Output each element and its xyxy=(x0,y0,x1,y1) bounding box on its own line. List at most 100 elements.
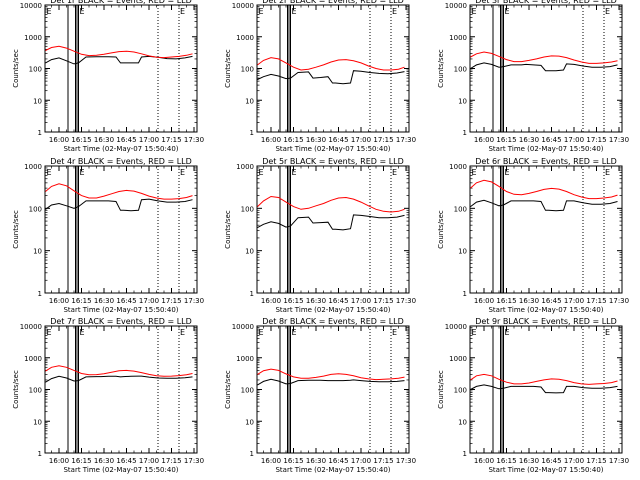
x-tick-label: 17:30 xyxy=(184,457,204,465)
x-tick-label: 17:00 xyxy=(564,297,584,305)
events-series-line xyxy=(470,199,618,212)
y-tick-label: 1000 xyxy=(24,355,42,363)
time-interval-marker xyxy=(279,165,288,294)
event-label: E xyxy=(392,7,397,16)
x-tick-label: 16:45 xyxy=(328,136,348,144)
x-tick-label: 16:45 xyxy=(541,297,561,305)
events-series-line xyxy=(257,70,405,85)
event-label: E xyxy=(505,7,510,16)
time-interval-marker xyxy=(279,4,288,133)
panel-1: Det 1r BLACK = Events, RED = LLD 1 10 100 10… xyxy=(12,0,204,153)
time-interval-marker xyxy=(67,165,76,294)
time-interval-marker xyxy=(279,325,288,454)
event-label: E xyxy=(47,168,52,177)
x-tick-label: 17:00 xyxy=(139,136,159,144)
time-interval-marker xyxy=(501,4,504,133)
y-tick-label: 1 xyxy=(38,129,42,137)
event-label: E xyxy=(259,168,264,177)
event-label: E xyxy=(80,7,85,16)
x-tick-label: 17:15 xyxy=(586,136,606,144)
events-series-line xyxy=(45,375,193,383)
y-tick-label: 1000 xyxy=(449,355,467,363)
time-interval-marker xyxy=(501,165,504,294)
event-label: E xyxy=(392,168,397,177)
lld-series-line xyxy=(45,183,193,200)
x-tick-label: 16:15 xyxy=(496,457,516,465)
y-axis-label: Counts/sec xyxy=(224,49,232,88)
y-tick-label: 10000 xyxy=(445,323,467,331)
panel-title: Det 8r BLACK = Events, RED = LLD xyxy=(262,317,404,326)
events-series-line xyxy=(257,378,405,386)
event-label: E xyxy=(472,168,477,177)
y-tick-label: 10000 xyxy=(445,2,467,10)
lld-series-line xyxy=(470,179,618,200)
event-label: E xyxy=(292,7,297,16)
y-tick-label: 10 xyxy=(458,248,467,256)
x-tick-label: 17:30 xyxy=(396,297,416,305)
y-axis-label: Counts/sec xyxy=(12,210,20,249)
y-tick-label: 1 xyxy=(463,450,467,458)
event-label: E xyxy=(180,328,185,337)
y-tick-label: 1 xyxy=(250,290,254,298)
x-tick-label: 16:45 xyxy=(541,136,561,144)
panel-3: Det 3r BLACK = Events, RED = LLD 1 10 100 10… xyxy=(437,0,629,153)
x-tick-label: 16:30 xyxy=(94,136,114,144)
x-axis-label: Start Time (02-May-07 15:50:40) xyxy=(275,306,390,314)
x-tick-label: 16:30 xyxy=(306,297,326,305)
lld-series-line xyxy=(45,365,193,377)
y-tick-label: 10 xyxy=(245,418,254,426)
time-interval-marker xyxy=(67,325,76,454)
x-tick-label: 17:15 xyxy=(161,297,181,305)
plot-frame xyxy=(44,165,198,294)
x-tick-label: 16:30 xyxy=(94,297,114,305)
y-tick-label: 100 xyxy=(241,205,254,213)
panel-8: Det 8r BLACK = Events, RED = LLD 1 10 100 10… xyxy=(224,317,416,474)
event-label: E xyxy=(472,328,477,337)
y-tick-label: 1000 xyxy=(24,34,42,42)
time-interval-marker xyxy=(501,325,504,454)
y-axis-label: Counts/sec xyxy=(224,210,232,249)
y-axis-label: Counts/sec xyxy=(437,370,445,409)
y-axis-label: Counts/sec xyxy=(12,370,20,409)
x-tick-label: 16:15 xyxy=(283,297,303,305)
x-tick-label: 16:00 xyxy=(474,136,494,144)
time-interval-marker xyxy=(288,165,291,294)
event-label: E xyxy=(47,7,52,16)
y-axis-label: Counts/sec xyxy=(12,49,20,88)
y-tick-label: 1 xyxy=(250,129,254,137)
panel-title: Det 1r BLACK = Events, RED = LLD xyxy=(50,0,192,5)
y-tick-label: 1000 xyxy=(236,34,254,42)
y-axis-label: Counts/sec xyxy=(437,210,445,249)
x-tick-label: 16:15 xyxy=(71,457,91,465)
x-tick-label: 17:00 xyxy=(351,457,371,465)
y-tick-label: 10 xyxy=(245,248,254,256)
lld-series-line xyxy=(470,373,618,385)
event-label: E xyxy=(259,328,264,337)
panel-title: Det 5r BLACK = Events, RED = LLD xyxy=(262,157,404,166)
y-tick-label: 10000 xyxy=(232,323,254,331)
x-tick-label: 17:30 xyxy=(609,457,629,465)
y-tick-label: 100 xyxy=(29,205,42,213)
panel-title: Det 9r BLACK = Events, RED = LLD xyxy=(475,317,617,326)
y-axis-label: Counts/sec xyxy=(224,370,232,409)
x-tick-label: 16:45 xyxy=(116,136,136,144)
x-tick-label: 16:15 xyxy=(283,457,303,465)
time-interval-marker xyxy=(492,4,501,133)
x-tick-label: 16:15 xyxy=(496,297,516,305)
x-tick-label: 16:00 xyxy=(474,457,494,465)
x-tick-label: 16:30 xyxy=(519,297,539,305)
x-tick-label: 16:45 xyxy=(328,457,348,465)
panel-9: Det 9r BLACK = Events, RED = LLD 1 10 100 10… xyxy=(437,317,629,474)
x-tick-label: 16:00 xyxy=(49,136,69,144)
y-tick-label: 1 xyxy=(38,290,42,298)
event-label: E xyxy=(292,168,297,177)
x-tick-label: 16:15 xyxy=(71,136,91,144)
x-tick-label: 17:30 xyxy=(609,297,629,305)
event-label: E xyxy=(392,328,397,337)
events-series-line xyxy=(257,214,405,231)
y-tick-label: 1 xyxy=(463,290,467,298)
y-tick-label: 1 xyxy=(463,129,467,137)
lld-series-line xyxy=(45,45,193,59)
y-tick-label: 10 xyxy=(245,97,254,105)
x-tick-label: 16:00 xyxy=(261,297,281,305)
